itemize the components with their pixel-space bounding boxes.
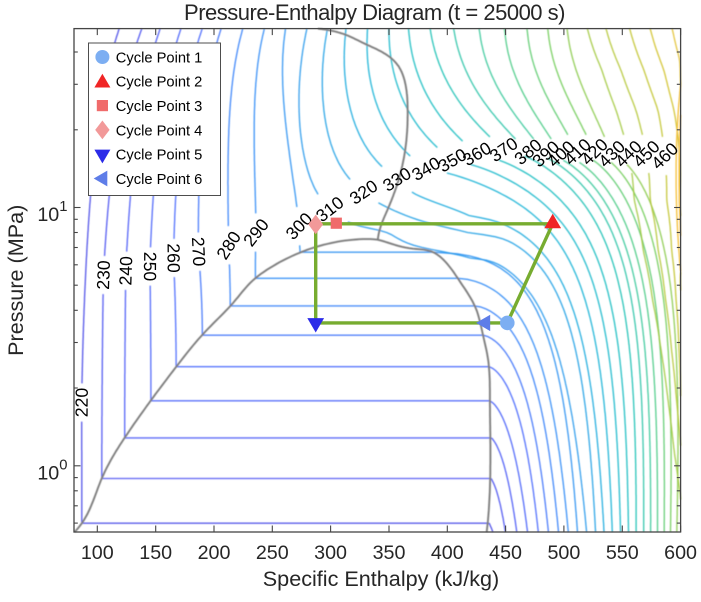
svg-text:350: 350 [373, 542, 406, 564]
svg-text:220: 220 [72, 388, 92, 418]
svg-text:101: 101 [37, 199, 67, 226]
svg-text:Pressure (MPa): Pressure (MPa) [3, 205, 28, 356]
svg-text:200: 200 [198, 542, 231, 564]
svg-text:250: 250 [140, 252, 160, 282]
svg-text:150: 150 [139, 542, 172, 564]
svg-text:260: 260 [163, 243, 183, 273]
svg-text:100: 100 [81, 542, 114, 564]
svg-text:500: 500 [547, 542, 580, 564]
svg-text:Pressure-Enthalpy Diagram (t =: Pressure-Enthalpy Diagram (t = 25000 s) [184, 0, 565, 25]
svg-text:Specific Enthalpy (kJ/kg): Specific Enthalpy (kJ/kg) [263, 566, 499, 591]
svg-text:Cycle Point 5: Cycle Point 5 [116, 148, 203, 164]
svg-text:Cycle Point 1: Cycle Point 1 [116, 50, 203, 66]
svg-text:400: 400 [431, 542, 464, 564]
svg-text:450: 450 [489, 542, 522, 564]
svg-text:240: 240 [115, 256, 136, 286]
svg-text:Cycle Point 2: Cycle Point 2 [116, 75, 203, 91]
svg-text:550: 550 [606, 542, 639, 564]
svg-text:Cycle Point 4: Cycle Point 4 [116, 123, 203, 139]
svg-text:Cycle Point 6: Cycle Point 6 [116, 172, 203, 188]
svg-text:300: 300 [314, 542, 347, 564]
svg-text:230: 230 [93, 260, 114, 290]
svg-text:250: 250 [256, 542, 289, 564]
svg-text:600: 600 [664, 542, 697, 564]
svg-text:270: 270 [188, 236, 209, 266]
svg-text:Cycle Point 3: Cycle Point 3 [116, 99, 203, 115]
